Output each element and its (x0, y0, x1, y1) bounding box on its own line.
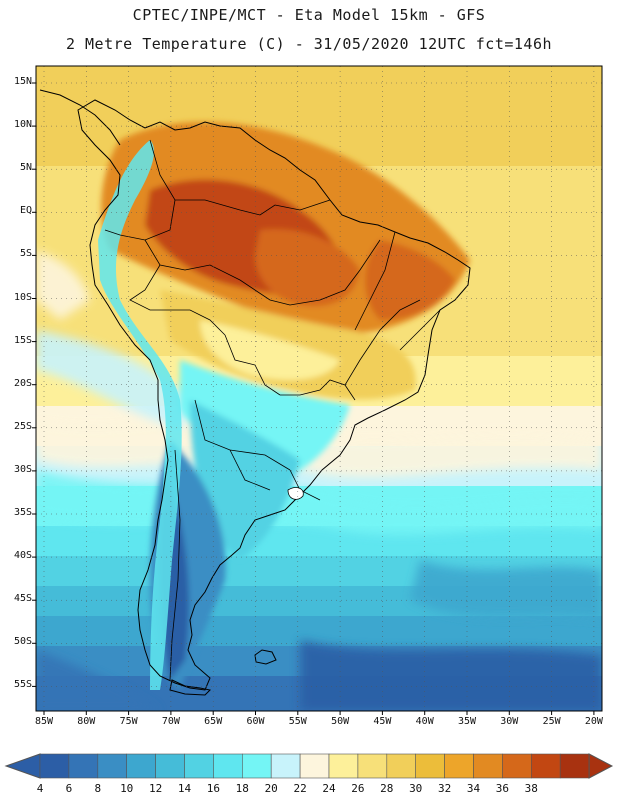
lon-label: 20W (584, 716, 603, 727)
lat-label: 45S (13, 593, 32, 605)
colorbar-swatch (415, 753, 445, 779)
colorbar-swatch (97, 753, 128, 779)
lat-label: 20S (13, 377, 32, 389)
lon-label: 30W (500, 716, 519, 727)
colorbar-swatch (270, 753, 301, 779)
colorbar-label: 18 (235, 782, 249, 795)
lat-label: 15S (13, 334, 32, 346)
lat-label: 35S (13, 507, 32, 518)
lon-label: 60W (246, 716, 265, 727)
colorbar-label: 4 (36, 782, 44, 795)
colorbar-label: 32 (437, 782, 452, 795)
colorbar-label: 26 (351, 782, 365, 795)
lat-label: 30S (13, 463, 32, 475)
lat-label: 25S (13, 420, 32, 432)
colorbar-swatch (299, 753, 330, 779)
colorbar-label: 6 (65, 782, 73, 795)
colorbar-label: 38 (524, 782, 538, 795)
colorbar-label: 8 (94, 782, 102, 795)
colorbar-swatch (242, 753, 272, 779)
lat-label: 15N (13, 76, 32, 87)
lat-label: 5N (19, 162, 32, 174)
colorbar-swatch (155, 753, 185, 779)
colorbar-label: 36 (495, 782, 510, 795)
colorbar-swatch (184, 753, 214, 779)
map-subtitle: 2 Metre Temperature (C) - 31/05/2020 12U… (65, 35, 553, 53)
lon-label: 50W (331, 716, 350, 727)
map-title: CPTEC/INPE/MCT - Eta Model 15km - GFS (132, 6, 486, 24)
lon-label: 70W (161, 716, 180, 727)
lat-label: 40S (13, 550, 32, 562)
colorbar-label: 28 (380, 782, 394, 795)
colorbar-label: 10 (120, 782, 134, 795)
lon-label: 45W (373, 716, 392, 727)
lat-label: 5S (19, 248, 32, 260)
colorbar-swatch (68, 753, 99, 779)
colorbar-swatch (559, 753, 590, 779)
colorbar (4, 753, 614, 779)
colorbar-swatch (213, 753, 243, 779)
colorbar-label: 12 (148, 782, 163, 795)
lat-label: 10S (13, 291, 32, 303)
colorbar-swatch (444, 753, 474, 779)
lon-label: 35W (457, 716, 477, 727)
lon-label: 75W (119, 716, 138, 727)
colorbar-label: 16 (206, 782, 221, 795)
lon-label: 25W (542, 716, 561, 727)
coastline (77, 99, 471, 691)
colorbar-label: 30 (409, 782, 423, 795)
lon-label: 80W (77, 716, 96, 727)
colorbar-swatch (39, 753, 70, 779)
lat-label: 55S (13, 679, 32, 691)
lon-label: 85W (34, 716, 54, 727)
lat-label: 50S (13, 636, 32, 648)
colorbar-label: 14 (177, 782, 192, 795)
colorbar-label: 34 (466, 782, 481, 795)
lon-label: 65W (204, 716, 223, 727)
lon-label: 55W (288, 716, 307, 727)
lat-label: 10N (13, 119, 32, 131)
lon-label: 40W (415, 716, 434, 727)
lat-label: EQ (19, 205, 32, 217)
colorbar-swatch (502, 753, 532, 779)
colorbar-left-arrow (4, 753, 41, 779)
colorbar-label: 24 (322, 782, 336, 795)
colorbar-swatch (126, 753, 156, 779)
colorbar-label: 20 (264, 782, 278, 795)
map-frame (35, 65, 603, 712)
colorbar-swatch (328, 753, 359, 779)
colorbar-swatch (473, 753, 503, 779)
colorbar-swatch (357, 753, 388, 779)
colorbar-swatch (530, 753, 561, 779)
colorbar-right-arrow (588, 753, 614, 779)
temperature-field (36, 66, 602, 711)
colorbar-label: 22 (293, 782, 307, 795)
colorbar-swatch (386, 753, 416, 779)
